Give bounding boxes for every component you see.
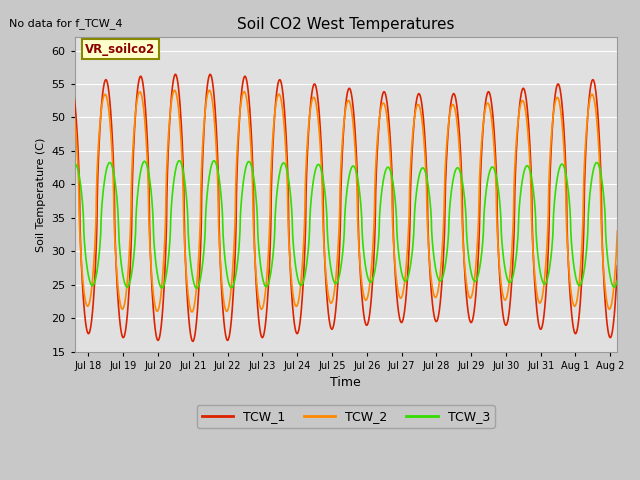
Text: VR_soilco2: VR_soilco2	[85, 43, 156, 56]
Legend: TCW_1, TCW_2, TCW_3: TCW_1, TCW_2, TCW_3	[197, 405, 495, 428]
Title: Soil CO2 West Temperatures: Soil CO2 West Temperatures	[237, 17, 454, 32]
X-axis label: Time: Time	[330, 376, 361, 389]
Text: No data for f_TCW_4: No data for f_TCW_4	[10, 18, 123, 29]
Y-axis label: Soil Temperature (C): Soil Temperature (C)	[36, 137, 46, 252]
